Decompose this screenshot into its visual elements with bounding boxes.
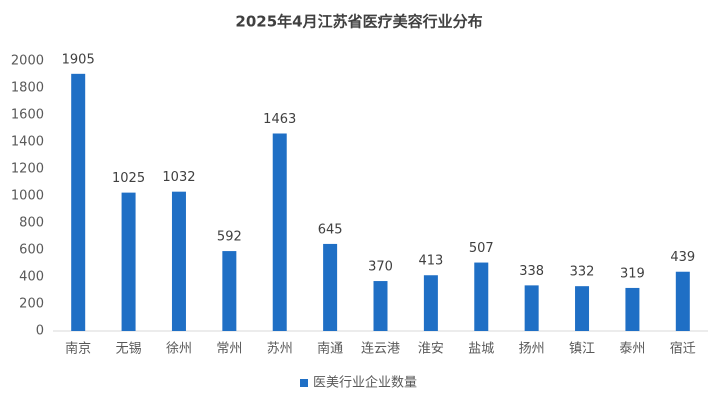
x-tick-label: 连云港 bbox=[361, 341, 400, 357]
data-label: 645 bbox=[318, 222, 343, 237]
data-label: 413 bbox=[418, 254, 443, 269]
bar bbox=[171, 191, 186, 331]
x-tick-label: 无锡 bbox=[116, 342, 142, 357]
data-label: 507 bbox=[469, 241, 494, 256]
chart-title: 2025年4月江苏省医疗美容行业分布 bbox=[235, 13, 482, 31]
bar bbox=[625, 287, 640, 331]
y-tick-label: 400 bbox=[19, 270, 44, 285]
x-tick-label: 淮安 bbox=[418, 342, 444, 357]
y-tick-label: 800 bbox=[19, 216, 44, 231]
x-tick-label: 苏州 bbox=[267, 341, 293, 357]
bar bbox=[575, 286, 590, 331]
bar bbox=[71, 73, 86, 331]
bar bbox=[373, 281, 388, 331]
y-tick-label: 1400 bbox=[11, 135, 44, 150]
bar bbox=[272, 133, 287, 331]
legend-label: 医美行业企业数量 bbox=[313, 375, 417, 391]
x-tick-label: 常州 bbox=[216, 342, 242, 357]
bar bbox=[121, 192, 136, 331]
x-tick-label: 宿迁 bbox=[670, 341, 696, 357]
x-tick-label: 徐州 bbox=[166, 342, 192, 357]
x-tick-label: 南京 bbox=[65, 341, 91, 357]
bar bbox=[524, 285, 539, 331]
data-label: 592 bbox=[217, 230, 242, 245]
x-tick-label: 镇江 bbox=[569, 342, 595, 357]
y-tick-label: 2000 bbox=[11, 54, 44, 69]
y-tick-label: 600 bbox=[19, 243, 44, 258]
x-tick-label: 泰州 bbox=[619, 342, 645, 357]
bar bbox=[222, 251, 237, 331]
x-tick-label: 扬州 bbox=[519, 342, 545, 357]
bar bbox=[474, 262, 489, 331]
data-label: 338 bbox=[519, 264, 544, 279]
data-label: 1025 bbox=[112, 171, 145, 186]
data-label: 1032 bbox=[162, 170, 195, 185]
data-label: 332 bbox=[570, 265, 595, 280]
data-label: 319 bbox=[620, 266, 645, 281]
y-tick-label: 1800 bbox=[11, 81, 44, 96]
bar bbox=[675, 271, 690, 331]
y-tick-label: 1600 bbox=[11, 108, 44, 123]
y-tick-label: 1000 bbox=[11, 189, 44, 204]
bar bbox=[323, 243, 338, 331]
y-tick-label: 1200 bbox=[11, 162, 44, 177]
data-label: 1463 bbox=[263, 112, 296, 127]
data-label: 1905 bbox=[62, 52, 95, 67]
y-tick-label: 200 bbox=[19, 297, 44, 312]
legend-marker bbox=[300, 379, 308, 387]
x-tick-label: 南通 bbox=[317, 341, 343, 357]
x-tick-label: 盐城 bbox=[468, 342, 494, 357]
data-label: 439 bbox=[670, 250, 695, 265]
y-tick-label: 0 bbox=[36, 324, 44, 339]
data-label: 370 bbox=[368, 260, 393, 275]
bar bbox=[423, 275, 438, 331]
